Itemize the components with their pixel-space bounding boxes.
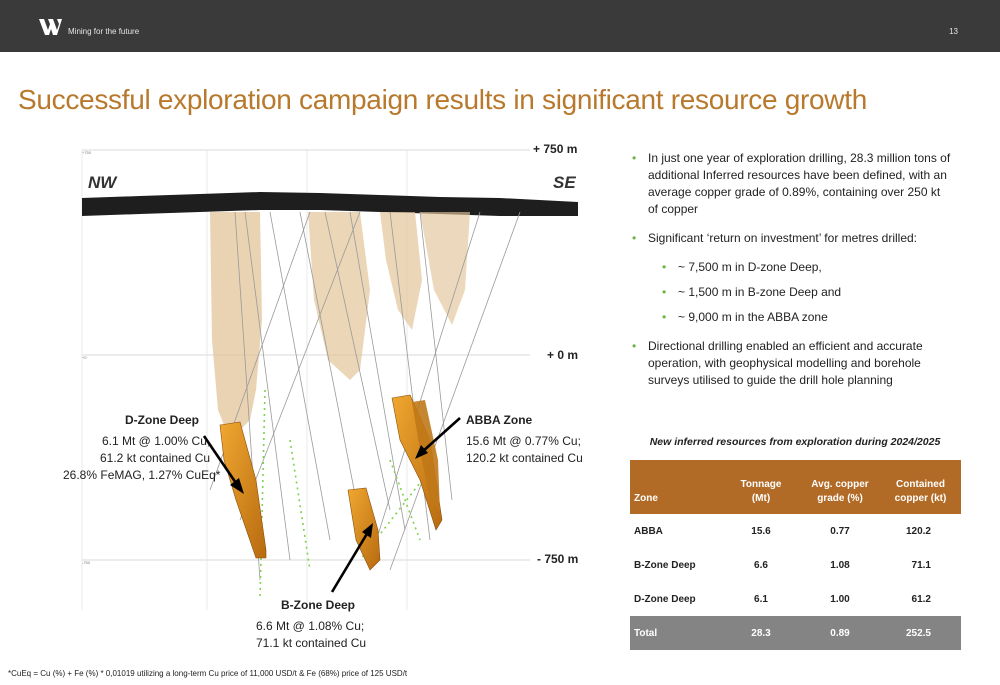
sub-bullet-text: ~ 1,500 m in B-zone Deep and bbox=[678, 285, 842, 299]
header-tonnage: Tonnage (Mt) bbox=[722, 460, 800, 514]
dzone-line3: 26.8% FeMAG, 1.27% CuEq* bbox=[63, 468, 221, 482]
sub-bullet-item: • ~ 7,500 m in D-zone Deep, bbox=[632, 259, 952, 276]
table-row: D-Zone Deep 6.1 1.00 61.2 bbox=[630, 582, 961, 616]
bullet-item: • Directional drilling enabled an efficie… bbox=[632, 338, 952, 389]
page-number: 13 bbox=[949, 27, 958, 36]
bzone-name: B-Zone Deep bbox=[281, 598, 356, 612]
page-title: Successful exploration campaign results … bbox=[18, 84, 867, 115]
bullet-dot-icon: • bbox=[662, 285, 667, 299]
cell-zone: Total bbox=[630, 616, 722, 650]
bullet-text: Directional drilling enabled an efficien… bbox=[648, 339, 923, 387]
cell-grade: 0.89 bbox=[800, 616, 880, 650]
table-row: ABBA 15.6 0.77 120.2 bbox=[630, 514, 961, 548]
top-bar: Mining for the future 13 bbox=[0, 0, 1000, 52]
abba-line2: 120.2 kt contained Cu bbox=[466, 451, 583, 465]
cell-copper: 120.2 bbox=[905, 525, 931, 537]
bzone-line2: 71.1 kt contained Cu bbox=[256, 636, 367, 650]
table-row: B-Zone Deep 6.6 1.08 71.1 bbox=[630, 548, 961, 582]
header-grade-line2: grade (%) bbox=[817, 493, 863, 504]
cell-copper: 252.5 bbox=[880, 616, 961, 650]
abba-line1: 15.6 Mt @ 0.77% Cu; bbox=[466, 434, 581, 448]
footnote: *CuEq = Cu (%) + Fe (%) * 0,01019 utiliz… bbox=[8, 669, 408, 678]
cell-copper: 71.1 bbox=[911, 559, 931, 571]
table-caption: New inferred resources from exploration … bbox=[649, 436, 941, 448]
cell-grade: 1.08 bbox=[830, 559, 850, 571]
elevation-mid: + 0 m bbox=[547, 348, 579, 362]
company-logo-icon bbox=[39, 19, 62, 35]
header-tonnage-line2: (Mt) bbox=[751, 493, 771, 504]
bullet-item: • Significant ‘return on investment’ for … bbox=[632, 230, 952, 247]
sub-bullet-item: • ~ 9,000 m in the ABBA zone bbox=[632, 309, 952, 326]
direction-se: SE bbox=[553, 173, 576, 192]
elevation-top: + 750 m bbox=[533, 142, 578, 156]
cell-grade: 1.00 bbox=[830, 593, 850, 605]
table-header-row: Zone Tonnage (Mt) Avg. copper grade (%) Co… bbox=[630, 460, 961, 514]
elevation-bottom: - 750 m bbox=[537, 552, 579, 566]
cell-tonnage: 6.6 bbox=[754, 559, 768, 571]
cell-tonnage: 28.3 bbox=[722, 616, 800, 650]
bullet-dot-icon: • bbox=[662, 310, 667, 324]
bzone-line1: 6.6 Mt @ 1.08% Cu; bbox=[256, 619, 365, 633]
header-grade-line1: Avg. copper bbox=[811, 479, 869, 490]
bullet-dot-icon: • bbox=[662, 260, 667, 274]
tagline: Mining for the future bbox=[68, 27, 140, 36]
cross-section-figure: +750 +0 -750 NW SE + 750 m + 0 m - 750 m… bbox=[60, 140, 600, 660]
resource-table: Zone Tonnage (Mt) Avg. copper grade (%) Co… bbox=[630, 460, 961, 650]
cell-tonnage: 6.1 bbox=[754, 593, 768, 605]
dzone-name: D-Zone Deep bbox=[125, 413, 200, 427]
header-grade: Avg. copper grade (%) bbox=[800, 460, 880, 514]
cell-copper: 61.2 bbox=[911, 593, 931, 605]
cell-zone: D-Zone Deep bbox=[634, 593, 696, 605]
dzone-line1: 6.1 Mt @ 1.00% Cu, bbox=[102, 434, 211, 448]
sub-bullet-item: • ~ 1,500 m in B-zone Deep and bbox=[632, 284, 952, 301]
bullet-dot-icon: • bbox=[632, 151, 637, 165]
sub-bullet-text: ~ 9,000 m in the ABBA zone bbox=[678, 310, 828, 324]
grid-label-bottom: -750 bbox=[82, 560, 91, 565]
grid-label-top: +750 bbox=[82, 150, 92, 155]
bullet-dot-icon: • bbox=[632, 231, 637, 245]
header-copper-line1: Contained bbox=[896, 479, 945, 490]
cell-zone: ABBA bbox=[634, 525, 663, 537]
bullet-item: • In just one year of exploration drillin… bbox=[632, 150, 952, 218]
cell-tonnage: 15.6 bbox=[751, 525, 771, 537]
table-total-row: Total 28.3 0.89 252.5 bbox=[630, 616, 961, 650]
sub-bullet-text: ~ 7,500 m in D-zone Deep, bbox=[678, 260, 822, 274]
header-copper-line2: copper (kt) bbox=[894, 493, 947, 504]
header-copper: Contained copper (kt) bbox=[880, 460, 961, 514]
cell-zone: B-Zone Deep bbox=[634, 559, 696, 571]
header-tonnage-line1: Tonnage bbox=[740, 479, 782, 490]
bullet-dot-icon: • bbox=[632, 339, 637, 353]
cross-section-graphic bbox=[81, 149, 578, 610]
grid-label-mid: +0 bbox=[82, 355, 87, 360]
cell-grade: 0.77 bbox=[830, 525, 850, 537]
abba-name: ABBA Zone bbox=[466, 413, 533, 427]
bullet-text: In just one year of exploration drilling… bbox=[648, 151, 951, 216]
bullet-text: Significant ‘return on investment’ for m… bbox=[648, 231, 918, 245]
direction-nw: NW bbox=[88, 173, 117, 192]
bullet-list: • In just one year of exploration drillin… bbox=[632, 150, 952, 401]
dzone-line2: 61.2 kt contained Cu bbox=[100, 451, 211, 465]
header-zone: Zone bbox=[630, 460, 722, 514]
